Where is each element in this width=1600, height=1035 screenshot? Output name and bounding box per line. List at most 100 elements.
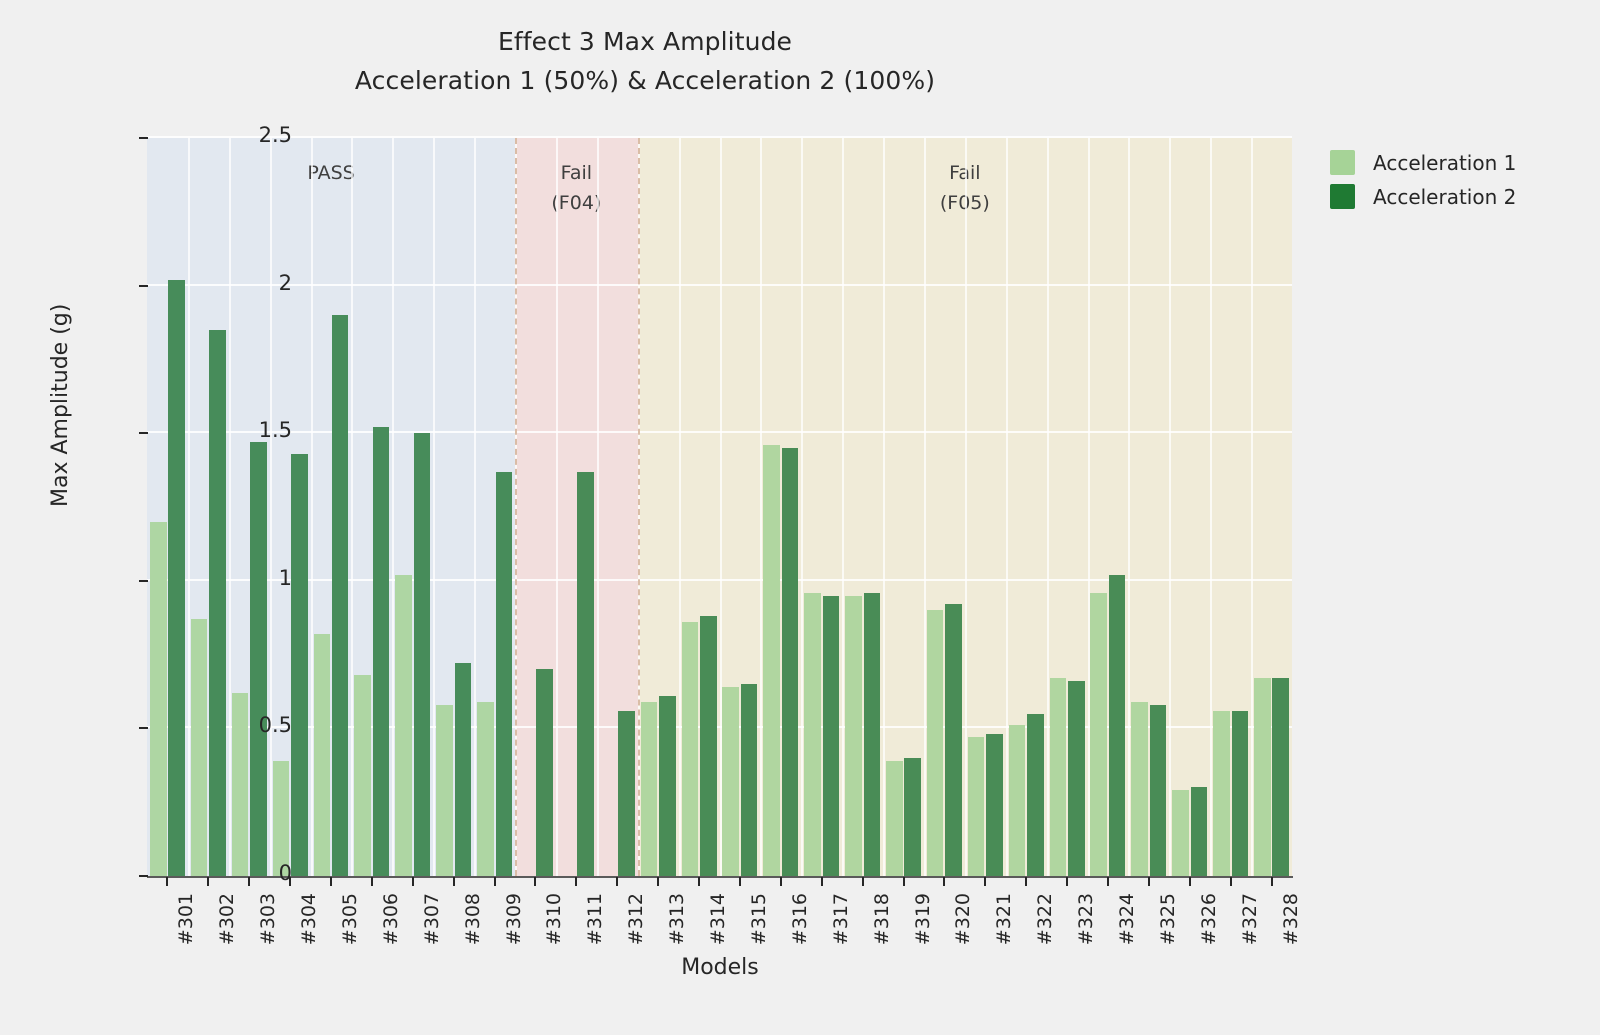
bar-group [801, 138, 842, 876]
bar-acceleration-2[interactable] [1027, 713, 1044, 876]
bar-acceleration-1[interactable] [1213, 710, 1230, 876]
bar-acceleration-2[interactable] [372, 427, 390, 876]
bar-acceleration-1[interactable] [272, 760, 290, 876]
bar-group [842, 138, 883, 876]
gridline-v-13 [678, 138, 681, 876]
x-tick-mark [698, 877, 701, 886]
x-tick-label: #323 [1075, 893, 1098, 946]
bar-acceleration-1[interactable] [681, 622, 699, 876]
bar-acceleration-2[interactable] [904, 757, 921, 876]
gridline-v-15 [760, 138, 763, 876]
bar-acceleration-2[interactable] [331, 315, 349, 876]
bar-acceleration-2[interactable] [740, 684, 758, 876]
x-axis-label: Models [681, 955, 759, 980]
x-tick-mark [984, 877, 987, 886]
bar-acceleration-1[interactable] [804, 592, 821, 876]
bar-acceleration-1[interactable] [313, 633, 331, 876]
zone-label-1: Fail (F04) [551, 162, 602, 214]
x-tick-label: #312 [625, 893, 648, 946]
x-tick-mark [1106, 877, 1109, 886]
bar-acceleration-2[interactable] [1190, 787, 1208, 876]
bar-acceleration-1[interactable] [1008, 725, 1026, 876]
x-tick-label: #301 [175, 893, 198, 946]
bar-acceleration-1[interactable] [395, 574, 412, 876]
bar-acceleration-1[interactable] [886, 760, 903, 876]
bar-acceleration-2[interactable] [986, 734, 1003, 876]
bar-group [597, 138, 638, 876]
bar-acceleration-2[interactable] [577, 471, 594, 876]
bar-acceleration-1[interactable] [640, 701, 658, 876]
bar-acceleration-2[interactable] [168, 279, 185, 876]
bar-acceleration-2[interactable] [413, 433, 431, 876]
bar-acceleration-2[interactable] [454, 663, 472, 876]
gridline-v-21 [1005, 138, 1008, 876]
bar-group [556, 138, 597, 876]
gridline-v-4 [310, 138, 313, 876]
x-tick-label: #322 [1034, 893, 1057, 946]
x-tick-mark [1229, 877, 1232, 886]
bar-acceleration-2[interactable] [699, 616, 717, 876]
bar-acceleration-1[interactable] [436, 704, 453, 876]
x-tick-mark [1188, 877, 1191, 886]
bar-acceleration-1[interactable] [1254, 678, 1271, 876]
bar-group [965, 138, 1006, 876]
bar-group [883, 138, 924, 876]
x-tick-mark [575, 877, 578, 886]
bar-acceleration-1[interactable] [926, 610, 944, 876]
x-tick-label: #311 [584, 893, 607, 946]
bar-acceleration-2[interactable] [1149, 704, 1167, 876]
y-axis-label: Max Amplitude (g) [48, 303, 73, 507]
bar-acceleration-2[interactable] [945, 604, 962, 876]
bar-acceleration-2[interactable] [250, 442, 267, 876]
gridline-v-1 [187, 138, 190, 876]
bar-acceleration-1[interactable] [1049, 678, 1067, 876]
legend-item[interactable]: Acceleration 2 [1330, 184, 1516, 209]
bar-acceleration-1[interactable] [845, 595, 862, 876]
bar-acceleration-2[interactable] [822, 595, 840, 876]
bar-acceleration-1[interactable] [190, 619, 208, 876]
bar-group [188, 138, 229, 876]
bar-acceleration-1[interactable] [763, 445, 780, 876]
bar-acceleration-2[interactable] [209, 329, 226, 876]
bar-acceleration-2[interactable] [1068, 681, 1085, 876]
x-tick-mark [820, 877, 823, 886]
bar-acceleration-1[interactable] [967, 737, 985, 876]
bar-acceleration-2[interactable] [536, 669, 553, 876]
y-tick-mark [139, 284, 148, 287]
legend-swatch-icon [1330, 184, 1355, 209]
bar-acceleration-1[interactable] [1131, 701, 1148, 876]
gridline-v-17 [842, 138, 845, 876]
chart-title: Effect 3 Max Amplitude Acceleration 1 (5… [0, 22, 1290, 100]
gridline-v-11 [596, 138, 599, 876]
gridline-v-18 [883, 138, 886, 876]
x-tick-label: #314 [707, 893, 730, 946]
bar-acceleration-1[interactable] [1172, 790, 1189, 876]
bar-acceleration-1[interactable] [149, 521, 167, 876]
legend-item[interactable]: Acceleration 1 [1330, 150, 1516, 175]
legend-label: Acceleration 2 [1373, 184, 1517, 209]
bar-acceleration-2[interactable] [1272, 678, 1289, 876]
bar-acceleration-2[interactable] [291, 453, 308, 876]
bar-acceleration-1[interactable] [1090, 592, 1108, 876]
bar-acceleration-1[interactable] [354, 675, 371, 876]
x-tick-label: #319 [911, 893, 934, 946]
bar-acceleration-2[interactable] [863, 592, 881, 876]
bar-acceleration-1[interactable] [231, 692, 249, 876]
gridline-v-2 [228, 138, 231, 876]
x-tick-mark [1066, 877, 1069, 886]
bars-layer [147, 138, 1292, 876]
y-tick-label: 0 [278, 861, 292, 885]
bar-group [392, 138, 433, 876]
bar-acceleration-2[interactable] [1108, 574, 1126, 876]
bar-acceleration-1[interactable] [477, 701, 494, 876]
bar-acceleration-2[interactable] [618, 710, 635, 876]
x-tick-mark [1147, 877, 1150, 886]
bar-acceleration-2[interactable] [781, 447, 799, 876]
x-tick-label: #304 [298, 893, 321, 946]
bar-acceleration-2[interactable] [495, 471, 513, 876]
bar-acceleration-2[interactable] [659, 695, 676, 876]
x-tick-mark [493, 877, 496, 886]
bar-acceleration-2[interactable] [1231, 710, 1249, 876]
x-tick-label: #310 [543, 893, 566, 946]
bar-acceleration-1[interactable] [722, 687, 739, 876]
